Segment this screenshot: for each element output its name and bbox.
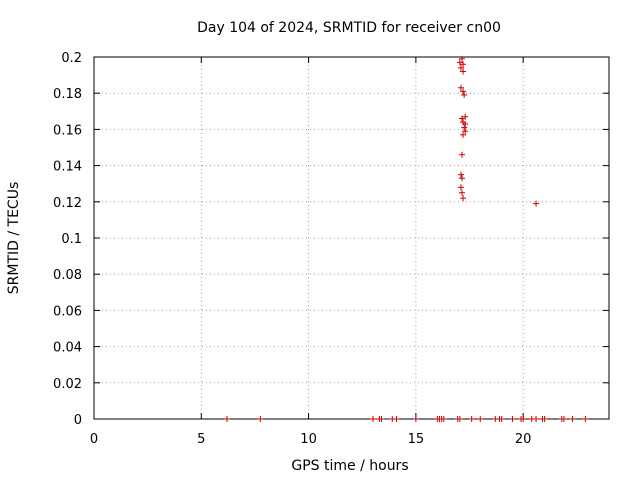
data-points — [224, 55, 589, 422]
y-tick-label: 0.12 — [53, 196, 82, 211]
x-tick-label: 0 — [90, 432, 98, 447]
data-point — [468, 416, 475, 422]
data-point — [461, 92, 468, 99]
data-point — [457, 184, 464, 191]
data-point — [457, 171, 464, 178]
y-tick-label: 0.2 — [61, 51, 82, 66]
data-point — [533, 200, 540, 207]
data-point — [462, 120, 469, 127]
data-point — [520, 416, 527, 422]
y-axis-label: SRMTID / TECUs — [6, 182, 22, 295]
y-tick-label: 0.02 — [53, 377, 82, 392]
data-point — [533, 416, 540, 422]
data-point — [569, 416, 576, 422]
chart-title: Day 104 of 2024, SRMTID for receiver cn0… — [197, 20, 501, 36]
x-tick-label: 5 — [197, 432, 205, 447]
data-point — [459, 151, 466, 158]
data-point — [560, 416, 567, 422]
y-tick-label: 0.16 — [53, 123, 82, 138]
data-point — [457, 84, 464, 91]
data-point — [224, 416, 231, 422]
data-point — [456, 416, 463, 422]
data-point — [412, 416, 419, 422]
data-point — [459, 189, 466, 196]
x-tick-labels: 0 5 10 15 20 — [90, 432, 532, 447]
data-point — [477, 416, 484, 422]
data-point — [460, 68, 467, 75]
x-tick-label: 10 — [300, 432, 317, 447]
grid-lines — [94, 57, 609, 419]
data-point — [459, 175, 466, 182]
data-point — [460, 131, 467, 138]
data-point — [456, 59, 463, 66]
x-tick-label: 15 — [408, 432, 425, 447]
data-point — [462, 128, 469, 135]
plot-frame — [93, 56, 610, 420]
y-tick-labels: 0 0.02 0.04 0.06 0.08 0.1 0.12 0.14 0.16 0.18 0.2 — [53, 51, 82, 428]
y-tick-label: 0.08 — [53, 268, 82, 283]
data-point — [459, 115, 466, 122]
data-point — [460, 88, 467, 95]
data-point — [378, 416, 385, 422]
data-point — [257, 416, 264, 422]
data-point — [509, 416, 516, 422]
y-tick-label: 0.18 — [53, 87, 82, 102]
data-point — [460, 195, 467, 202]
y-tick-label: 0.14 — [53, 160, 82, 175]
data-point — [541, 416, 548, 422]
x-axis-label: GPS time / hours — [291, 458, 408, 474]
y-tick-label: 0.1 — [61, 232, 82, 247]
data-point — [459, 55, 466, 62]
axis-ticks — [93, 56, 609, 420]
data-point — [440, 416, 447, 422]
y-tick-label: 0 — [74, 413, 82, 428]
data-point — [498, 416, 505, 422]
data-point — [393, 416, 400, 422]
data-point — [461, 124, 468, 131]
data-point — [457, 64, 464, 71]
data-point — [369, 416, 376, 422]
data-point — [462, 113, 469, 120]
x-tick-label: 20 — [515, 432, 532, 447]
y-tick-label: 0.06 — [53, 304, 82, 319]
data-point — [460, 61, 467, 68]
data-point — [582, 416, 589, 422]
y-tick-label: 0.04 — [53, 341, 82, 356]
